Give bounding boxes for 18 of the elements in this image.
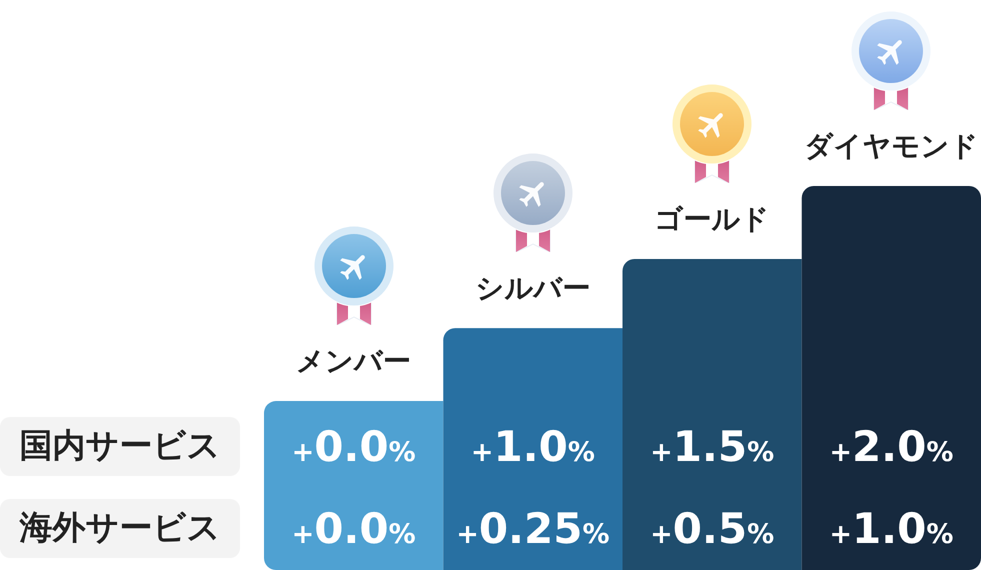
annotation: +0.25% (456, 504, 610, 553)
x-tick-label: メンバー (296, 344, 412, 378)
annotation: +0.0% (292, 422, 416, 471)
text: 国内サービス (20, 426, 220, 464)
bar (622, 258, 802, 570)
x-tick-label: ゴールド (654, 202, 770, 236)
annotation: +0.5% (650, 504, 774, 553)
x-tick-label: シルバー (475, 272, 590, 305)
annotation: +1.0% (470, 422, 595, 471)
bar (264, 401, 444, 570)
annotation: +2.0% (829, 422, 954, 471)
annotation: +1.5% (650, 422, 774, 471)
annotation: +0.0% (292, 504, 416, 553)
bar (802, 186, 981, 570)
text: 海外サービス (20, 508, 220, 546)
annotation: +1.0% (829, 504, 954, 553)
bar (443, 328, 622, 570)
x-tick-label: ダイヤモンド (804, 130, 978, 162)
